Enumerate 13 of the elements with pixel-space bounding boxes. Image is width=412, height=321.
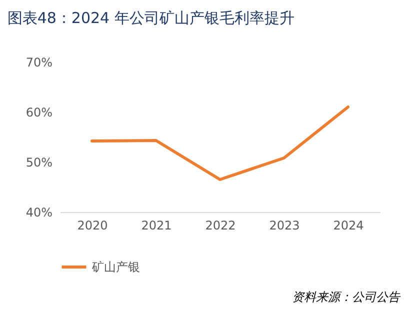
y-tick-label: 70% — [26, 56, 52, 70]
legend-label: 矿山产银 — [91, 260, 140, 274]
x-tick-label: 2022 — [205, 218, 236, 232]
x-tick-label: 2024 — [333, 218, 364, 232]
chart-title: 图表48：2024 年公司矿山产银毛利率提升 — [7, 9, 294, 27]
y-tick-label: 50% — [26, 156, 52, 170]
x-tick-label: 2021 — [141, 218, 172, 232]
x-tick-label: 2023 — [269, 218, 300, 232]
text: 资料来源：公司公告 — [292, 290, 401, 304]
x-tick-label: 2020 — [77, 218, 108, 232]
line-series — [90, 106, 350, 181]
y-tick-label: 40% — [26, 206, 52, 220]
y-tick-label: 60% — [26, 106, 52, 120]
